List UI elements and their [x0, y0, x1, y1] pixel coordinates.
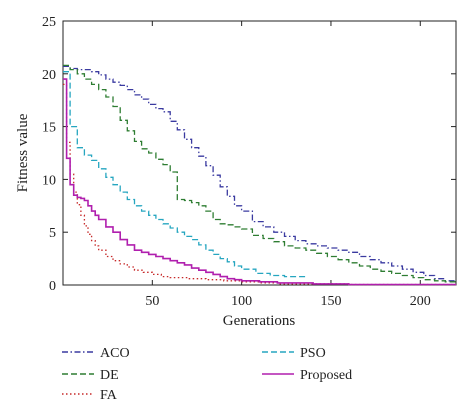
y-tick-label: 25	[42, 15, 56, 30]
series-line-proposed	[63, 78, 456, 286]
legend-label-pso: PSO	[300, 346, 326, 361]
y-axis-ticks: 0 5 10 15 20 25	[42, 15, 456, 294]
y-tick-label: 0	[49, 279, 56, 294]
series-lines	[63, 64, 457, 286]
x-tick-label: 50	[145, 294, 159, 309]
x-tick-label: 150	[320, 294, 341, 309]
legend-label-de: DE	[100, 368, 119, 383]
y-axis-title: Fitness value	[15, 113, 31, 192]
series-line-pso	[63, 71, 306, 278]
plot-frame	[62, 20, 457, 286]
x-tick-label: 100	[231, 294, 252, 309]
series-line-fa	[63, 83, 456, 286]
series-line-de	[63, 64, 457, 283]
legend-label-proposed: Proposed	[300, 368, 352, 383]
legend-label-aco: ACO	[100, 346, 130, 361]
series-line-aco	[63, 65, 457, 282]
x-axis-ticks: 50 100 150 200	[145, 21, 431, 309]
legend-label-fa: FA	[100, 388, 118, 403]
x-axis-title: Generations	[223, 313, 296, 329]
x-tick-label: 200	[410, 294, 431, 309]
legend: ACO DE FA PSO Proposed	[62, 346, 352, 403]
y-tick-label: 10	[42, 173, 56, 188]
y-tick-label: 5	[49, 226, 56, 241]
y-tick-label: 15	[42, 121, 56, 136]
y-tick-label: 20	[42, 68, 56, 83]
